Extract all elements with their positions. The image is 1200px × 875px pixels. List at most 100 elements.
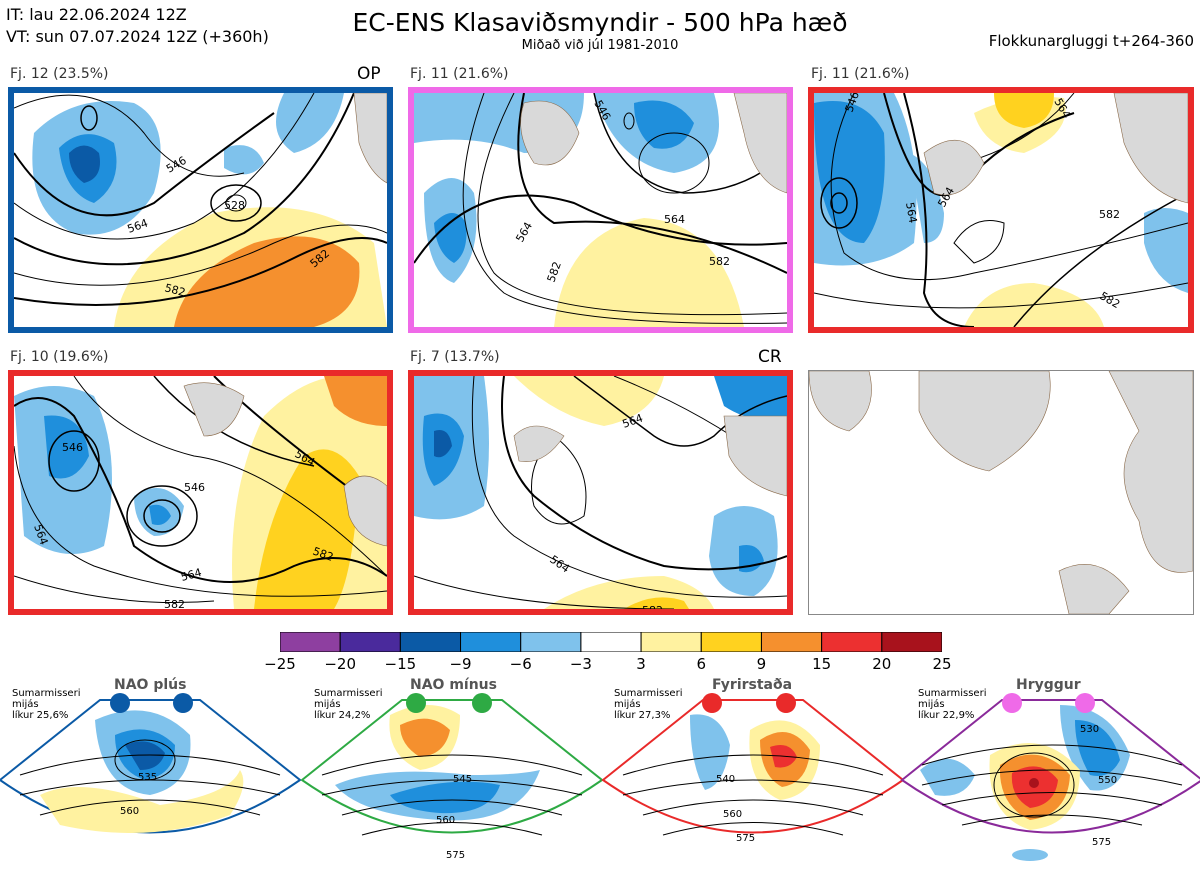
anomaly-negative bbox=[920, 758, 975, 796]
colorbar-tick-label: 25 bbox=[932, 655, 952, 673]
page-title: EC-ENS Klasaviðsmyndir - 500 hPa hæð bbox=[352, 8, 848, 37]
colorbar-tick-label: 20 bbox=[872, 655, 892, 673]
contour-label: 560 bbox=[120, 806, 139, 817]
land-area bbox=[733, 93, 787, 194]
regime-probability: líkur 24,2% bbox=[314, 710, 371, 721]
land-area bbox=[343, 475, 387, 547]
contour-line bbox=[361, 822, 543, 836]
valid-time: VT: sun 07.07.2024 12Z (+360h) bbox=[6, 27, 269, 46]
cluster-1-map[interactable]: 546 528 564 582 582 bbox=[8, 87, 393, 333]
contour-label: 575 bbox=[1092, 837, 1111, 848]
contour-line bbox=[114, 739, 176, 781]
regime-title-nao-minus: NAO mínus bbox=[410, 677, 497, 693]
contour-line bbox=[961, 814, 1143, 826]
contour-line bbox=[414, 575, 675, 609]
contour-label: 564 bbox=[664, 213, 685, 226]
regime-season: Sumarmisseri bbox=[614, 688, 683, 699]
contour-line bbox=[642, 799, 864, 816]
contour-label: 546 bbox=[164, 154, 189, 176]
contour-line bbox=[593, 93, 787, 194]
colorbar-tick-label: −25 bbox=[264, 655, 296, 673]
regime-marker-dot bbox=[110, 693, 130, 713]
anomaly-negative bbox=[1012, 849, 1048, 861]
colorbar-svg bbox=[279, 631, 943, 653]
colorbar-segment bbox=[821, 631, 883, 653]
contour-line bbox=[210, 184, 262, 222]
regime-marker-dot bbox=[1002, 693, 1022, 713]
regime-ridge: 530 550 575 bbox=[900, 693, 1200, 861]
contour-line bbox=[622, 779, 884, 796]
contour-label: 528 bbox=[224, 199, 245, 212]
contour-line bbox=[814, 282, 1188, 309]
land-area bbox=[513, 425, 565, 463]
contour-label: 582 bbox=[545, 260, 564, 284]
contour-label: 560 bbox=[436, 815, 455, 826]
contour-label: 582 bbox=[1098, 289, 1123, 311]
contour-label: 564 bbox=[513, 220, 535, 245]
cluster-4-map[interactable]: 546 564 546 564 582 564 582 bbox=[8, 370, 393, 615]
contour-line bbox=[638, 132, 710, 194]
anomaly-negative-core bbox=[434, 430, 452, 458]
regime-marker-dot bbox=[406, 693, 426, 713]
anomaly-negative-strong bbox=[390, 781, 500, 814]
regime-nao-minus: 545 560 575 bbox=[300, 693, 604, 861]
colorbar-segment bbox=[399, 631, 462, 653]
regime-marker-dot bbox=[1075, 693, 1095, 713]
contour-label: 564 bbox=[179, 566, 203, 584]
reference-map[interactable] bbox=[808, 370, 1194, 615]
contour-line bbox=[623, 112, 635, 130]
anomaly-negative-strong bbox=[434, 213, 467, 263]
contour-line bbox=[39, 799, 261, 816]
contour-line bbox=[48, 430, 100, 492]
contour-line bbox=[14, 93, 355, 266]
contour-line bbox=[14, 94, 245, 177]
cluster-5-map[interactable]: 564 564 582 bbox=[408, 370, 793, 615]
regime-season: Sumarmisseri bbox=[314, 688, 383, 699]
contour-line bbox=[830, 192, 848, 214]
colorbar-tick-label: −9 bbox=[449, 655, 472, 673]
contour-label: 582 bbox=[709, 255, 730, 268]
contour-label: 575 bbox=[446, 850, 465, 861]
contour-line bbox=[321, 754, 583, 776]
regime-note-blocking: Sumarmisseri mijás líkur 27,3% bbox=[614, 688, 682, 721]
initial-time: IT: lau 22.06.2024 12Z bbox=[6, 5, 187, 24]
regime-note-nao-plus: Sumarmisseri mijás líkur 25,6% bbox=[12, 688, 80, 721]
regime-title-ridge: Hryggur bbox=[1016, 677, 1081, 693]
colorbar-segment bbox=[580, 631, 642, 653]
regime-marker-dot bbox=[776, 693, 796, 713]
contour-line bbox=[153, 376, 315, 467]
classification-window: Flokkunargluggi t+264-360 bbox=[988, 32, 1194, 50]
contour-label: 545 bbox=[453, 774, 472, 785]
cluster-3-map[interactable]: 546 564 564 564 582 582 bbox=[808, 87, 1194, 333]
regime-season: Sumarmisseri bbox=[918, 688, 987, 699]
contour-line bbox=[143, 499, 181, 533]
contour-line bbox=[225, 194, 247, 212]
cluster-2-map[interactable]: 564 546 564 582 582 bbox=[408, 87, 793, 333]
colorbar-segment bbox=[520, 631, 582, 653]
regime-probability: líkur 27,3% bbox=[614, 710, 671, 721]
anomaly-positive bbox=[554, 218, 744, 327]
colorbar-tick-label: −3 bbox=[569, 655, 592, 673]
land-area bbox=[809, 371, 872, 432]
contour-line bbox=[414, 194, 787, 264]
anomaly-positive-center bbox=[1029, 778, 1039, 788]
contour-label: 582 bbox=[1099, 208, 1120, 221]
contour-line bbox=[921, 769, 1183, 786]
contour-label: 582 bbox=[164, 598, 185, 609]
contour-line bbox=[830, 93, 1188, 281]
colorbar-tick-label: 6 bbox=[696, 655, 707, 673]
anomaly-positive bbox=[544, 576, 714, 609]
land-area bbox=[353, 93, 387, 184]
anomaly-positive bbox=[40, 770, 244, 833]
contour-label: 546 bbox=[62, 441, 83, 454]
anomaly-negative bbox=[276, 93, 344, 153]
colorbar-tick-label: 3 bbox=[636, 655, 646, 673]
regime-blocking: 540 560 575 bbox=[601, 693, 905, 844]
cluster-1-tag: OP bbox=[357, 64, 381, 84]
regime-marker-dot bbox=[173, 693, 193, 713]
regime-title-blocking: Fyrirstaða bbox=[712, 677, 793, 693]
regime-title-nao-plus: NAO plús bbox=[114, 677, 187, 693]
regime-note-nao-minus: Sumarmisseri mijás líkur 24,2% bbox=[314, 688, 382, 721]
contour-line bbox=[993, 752, 1075, 818]
colorbar-tick-label: −20 bbox=[324, 655, 356, 673]
